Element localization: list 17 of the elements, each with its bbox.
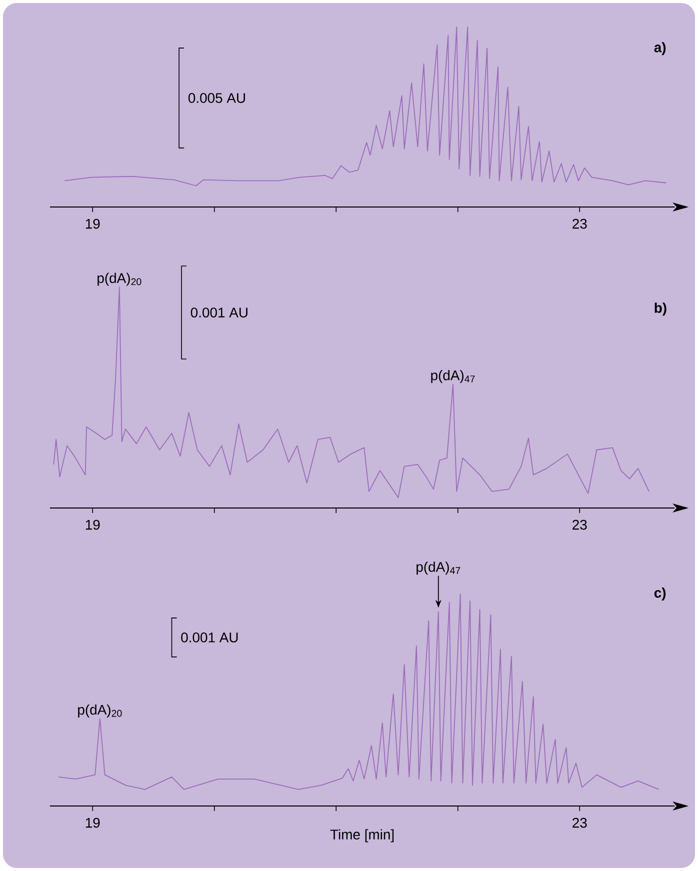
annotation: 0.001 AU — [181, 632, 238, 642]
annotation: b) — [654, 302, 666, 316]
annotation: 0.001 AU — [190, 308, 248, 318]
x-tick-label: 19 — [86, 818, 100, 828]
annotation: p(dA)$_{47}$ — [431, 370, 475, 384]
annotation: a) — [654, 42, 666, 56]
annotation: c) — [654, 587, 666, 600]
x-tick-label: 23 — [572, 218, 587, 229]
x-tick-label: 23 — [572, 818, 587, 828]
x-tick-label: 23 — [572, 520, 587, 530]
annotation: p(dA)$_{47}$ — [416, 562, 460, 575]
x-tick-label: 19 — [86, 520, 100, 530]
annotation: 0.005 AU — [188, 93, 245, 103]
annotation: p(dA)$_{20}$ — [78, 704, 122, 718]
x-tick-label: 19 — [86, 218, 100, 229]
x-axis-title: Time [min] — [330, 829, 394, 842]
annotation: p(dA)$_{20}$ — [98, 272, 142, 286]
